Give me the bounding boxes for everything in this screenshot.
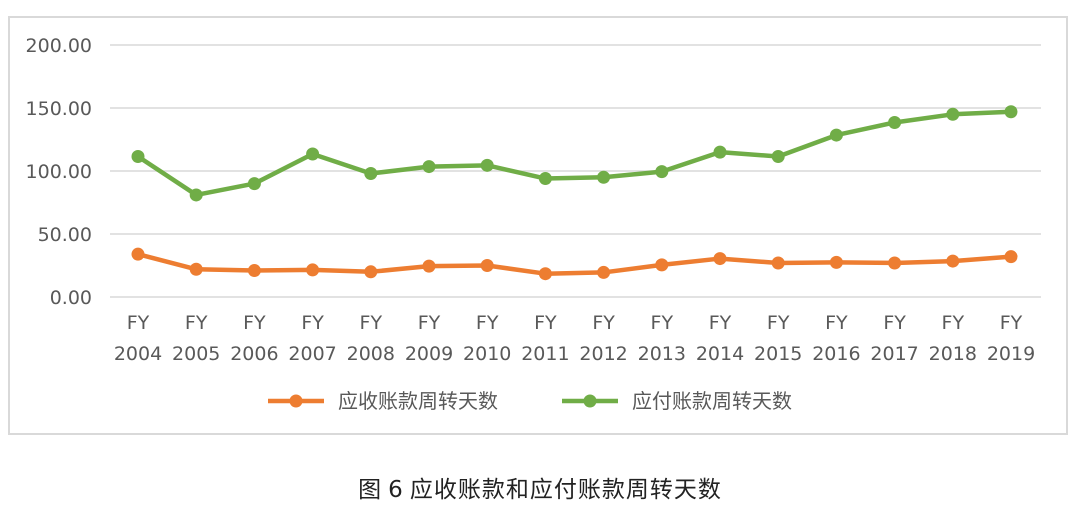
- data-point: [189, 262, 203, 276]
- x-tick-label: FY: [651, 312, 674, 334]
- data-point: [306, 263, 320, 277]
- x-tick-label: 2011: [521, 343, 569, 365]
- x-tick-label: 2007: [288, 343, 336, 365]
- y-tick-label: 0.00: [50, 287, 92, 309]
- data-point: [771, 256, 785, 270]
- data-point: [247, 177, 261, 191]
- data-point: [131, 150, 145, 164]
- chart-frame: [8, 16, 1068, 435]
- data-point: [422, 259, 436, 273]
- data-point: [538, 172, 552, 186]
- x-tick-label: FY: [127, 312, 150, 334]
- x-tick-label: FY: [476, 312, 499, 334]
- x-tick-label: FY: [942, 312, 965, 334]
- x-tick-label: 2018: [929, 343, 977, 365]
- x-tick-label: 2012: [579, 343, 627, 365]
- data-point: [422, 160, 436, 174]
- data-point: [655, 258, 669, 272]
- y-tick-label: 100.00: [26, 161, 92, 183]
- x-tick-label: FY: [1000, 312, 1023, 334]
- data-point: [597, 265, 611, 279]
- data-point: [597, 170, 611, 184]
- x-tick-label: 2013: [638, 343, 686, 365]
- x-tick-label: 2014: [696, 343, 744, 365]
- y-tick-label: 200.00: [26, 35, 92, 57]
- data-point: [713, 145, 727, 159]
- x-tick-label: 2004: [114, 343, 162, 365]
- data-point: [364, 167, 378, 181]
- data-point: [1004, 105, 1018, 119]
- x-tick-label: FY: [825, 312, 848, 334]
- x-tick-label: 2005: [172, 343, 220, 365]
- x-tick-label: 2009: [405, 343, 453, 365]
- caption-number: 6: [388, 477, 404, 503]
- legend-label: 应收账款周转天数: [338, 389, 498, 413]
- x-tick-label: FY: [243, 312, 266, 334]
- legend-marker: [583, 394, 597, 408]
- data-point: [364, 265, 378, 279]
- x-tick-label: FY: [883, 312, 906, 334]
- x-tick-label: 2008: [347, 343, 395, 365]
- x-tick-label: 2015: [754, 343, 802, 365]
- data-point: [306, 147, 320, 161]
- data-point: [713, 252, 727, 266]
- caption-text: 应收账款和应付账款周转天数: [409, 477, 722, 503]
- data-point: [829, 255, 843, 269]
- data-point: [888, 256, 902, 270]
- caption-prefix: 图: [358, 477, 383, 503]
- x-tick-label: FY: [709, 312, 732, 334]
- x-tick-label: 2017: [870, 343, 918, 365]
- y-tick-label: 150.00: [26, 98, 92, 120]
- series-line-1: [135, 251, 1014, 276]
- x-tick-label: FY: [418, 312, 441, 334]
- data-point: [946, 254, 960, 268]
- data-point: [480, 259, 494, 272]
- x-tick-label: FY: [534, 312, 557, 334]
- x-tick-label: FY: [767, 312, 790, 334]
- x-tick-label: 2006: [230, 343, 278, 365]
- data-point: [946, 107, 960, 121]
- data-point: [538, 267, 552, 281]
- data-point: [888, 115, 902, 129]
- x-tick-label: 2016: [812, 343, 860, 365]
- x-tick-label: FY: [360, 312, 383, 334]
- y-tick-label: 50.00: [38, 224, 92, 246]
- data-point: [247, 264, 261, 278]
- x-tick-label: 2019: [987, 343, 1035, 365]
- data-point: [480, 158, 494, 172]
- data-point: [131, 247, 145, 261]
- x-tick-label: FY: [301, 312, 324, 334]
- data-point: [655, 165, 669, 179]
- data-point: [1004, 250, 1018, 264]
- x-tick-label: FY: [185, 312, 208, 334]
- data-point: [189, 188, 203, 202]
- figure-caption: 图 6 应收账款和应付账款周转天数: [0, 470, 1080, 504]
- legend-label: 应付账款周转天数: [632, 389, 792, 413]
- x-tick-label: FY: [592, 312, 615, 334]
- x-tick-label: 2010: [463, 343, 511, 365]
- series-line-2: [135, 109, 1014, 198]
- legend-marker: [289, 394, 303, 408]
- data-point: [771, 150, 785, 164]
- data-point: [829, 128, 843, 142]
